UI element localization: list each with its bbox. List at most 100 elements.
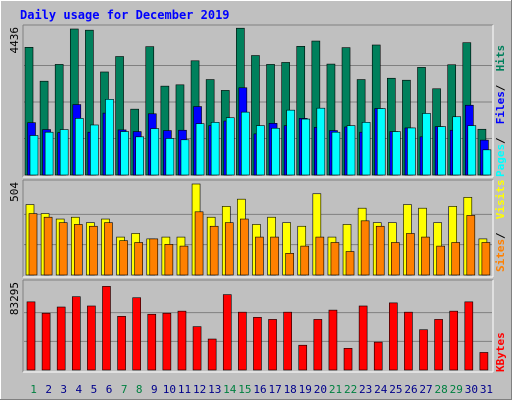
bar-kbytes-day-23	[358, 305, 368, 371]
bar-kbytes-day-28	[434, 319, 443, 371]
bar-sites-day-20	[315, 236, 325, 276]
bar-pages-day-21	[331, 131, 341, 176]
x-tick-label-day-27: 27	[419, 383, 432, 396]
bar-kbytes-day-22	[343, 348, 353, 371]
x-tick-label-day-26: 26	[404, 383, 417, 396]
x-tick-label-day-31: 31	[480, 383, 493, 396]
bar-pages-day-23	[361, 122, 371, 176]
bar-pages-day-13	[210, 122, 220, 176]
bar-pages-day-16	[256, 125, 265, 176]
bar-pages-day-7	[120, 131, 129, 176]
bar-sites-day-9	[149, 238, 159, 276]
bar-sites-day-22	[345, 251, 355, 276]
bar-sites-day-3	[58, 222, 68, 276]
legend-label-sites: Sites	[494, 239, 507, 272]
bar-sites-day-15	[240, 218, 249, 276]
bar-kbytes-day-30	[464, 301, 474, 371]
x-tick-label-day-23: 23	[359, 383, 372, 396]
bar-pages-day-17	[271, 127, 280, 176]
x-tick-label-day-18: 18	[284, 383, 297, 396]
bar-kbytes-day-2	[41, 312, 51, 371]
bar-pages-day-1	[29, 135, 39, 176]
bar-sites-day-13	[209, 225, 219, 276]
bar-kbytes-day-13	[207, 338, 217, 371]
bar-pages-day-18	[286, 109, 295, 176]
x-tick-label-day-4: 4	[76, 383, 83, 396]
bar-pages-day-27	[422, 113, 431, 176]
bar-sites-day-14	[224, 222, 234, 276]
panel-top: 4436	[8, 24, 494, 178]
bar-pages-day-3	[59, 129, 69, 176]
bar-kbytes-day-1	[26, 301, 36, 371]
bar-kbytes-day-12	[192, 326, 202, 371]
bar-sites-day-7	[119, 240, 128, 276]
bar-kbytes-day-21	[328, 309, 338, 371]
bar-kbytes-day-25	[389, 302, 398, 371]
bar-pages-day-22	[346, 125, 356, 176]
bar-sites-day-31	[481, 242, 491, 276]
chart-title: Daily usage for December 2019	[20, 8, 230, 22]
legend-bottom: KBytes	[494, 332, 507, 372]
x-tick-label-day-22: 22	[344, 383, 357, 396]
x-tick-label-day-28: 28	[435, 383, 448, 396]
bar-sites-day-8	[134, 242, 143, 276]
bar-pages-day-29	[452, 116, 462, 176]
legend-label-hits: Hits	[494, 45, 507, 72]
panel-bottom: 83295	[8, 279, 494, 373]
bar-pages-day-9	[150, 128, 160, 176]
bar-pages-day-19	[301, 118, 311, 176]
x-tick-label-day-14: 14	[223, 383, 237, 396]
bar-kbytes-day-29	[449, 310, 459, 371]
bar-pages-day-8	[135, 136, 144, 176]
bar-kbytes-day-26	[404, 311, 413, 371]
bar-pages-day-2	[44, 131, 54, 176]
x-tick-label-day-12: 12	[193, 383, 206, 396]
bar-kbytes-day-9	[147, 313, 157, 371]
bar-pages-day-4	[74, 118, 84, 176]
bar-kbytes-day-14	[222, 294, 232, 371]
x-tick-label-day-20: 20	[314, 383, 327, 396]
bar-sites-day-24	[375, 225, 385, 276]
x-tick-label-day-15: 15	[238, 383, 251, 396]
bar-pages-day-15	[241, 111, 250, 176]
x-tick-label-day-2: 2	[45, 383, 52, 396]
panel-middle: 504	[8, 179, 494, 278]
legend-top: Pages / Files / Hits	[494, 45, 507, 177]
x-tick-label-day-3: 3	[60, 383, 67, 396]
bar-kbytes-day-11	[177, 310, 187, 371]
bar-sites-day-16	[255, 236, 264, 276]
bar-sites-day-12	[194, 211, 204, 276]
bar-pages-day-14	[225, 117, 235, 176]
chart-legends: Pages / Files / Hits Sites / Visits KBytes	[494, 45, 507, 372]
bar-sites-day-4	[73, 224, 83, 276]
x-tick-label-day-29: 29	[450, 383, 463, 396]
x-tick-label-day-5: 5	[91, 383, 98, 396]
legend-label-pages: Pages	[494, 144, 507, 177]
bar-kbytes-day-20	[313, 319, 323, 371]
bar-kbytes-day-27	[419, 329, 428, 371]
bar-kbytes-day-15	[238, 311, 247, 371]
bar-kbytes-day-6	[102, 286, 111, 371]
bar-kbytes-day-24	[373, 341, 383, 371]
bar-kbytes-day-7	[117, 316, 126, 371]
bar-kbytes-day-18	[283, 311, 292, 371]
x-tick-label-day-17: 17	[268, 383, 281, 396]
bar-sites-day-23	[360, 220, 370, 276]
bar-kbytes-day-19	[298, 344, 308, 371]
bar-pages-day-30	[467, 125, 477, 176]
bar-sites-day-28	[436, 245, 445, 276]
bar-sites-day-18	[285, 253, 294, 276]
chart-panels: 4436 504 83295	[8, 24, 494, 373]
bar-pages-day-10	[165, 138, 175, 176]
x-tick-label-day-10: 10	[163, 383, 176, 396]
bar-sites-day-21	[330, 242, 340, 276]
bar-sites-day-30	[466, 215, 476, 276]
x-tick-label-day-21: 21	[329, 383, 342, 396]
bar-pages-day-11	[180, 139, 190, 176]
bar-sites-day-10	[164, 244, 174, 276]
bar-kbytes-day-17	[268, 319, 277, 371]
bar-sites-day-27	[421, 236, 430, 276]
bar-pages-day-26	[407, 127, 416, 176]
bar-pages-day-24	[376, 108, 386, 176]
